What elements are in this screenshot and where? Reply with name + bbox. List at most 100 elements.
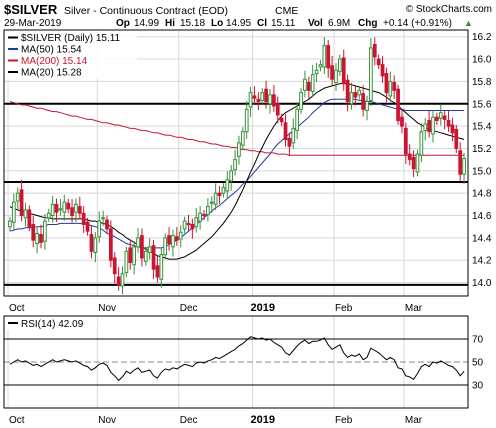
candle xyxy=(357,85,362,100)
ma200-line xyxy=(9,101,465,156)
candle xyxy=(283,114,288,147)
candle-body xyxy=(221,187,226,194)
candle xyxy=(318,60,323,72)
candle xyxy=(388,71,393,102)
candle xyxy=(50,195,55,223)
candle xyxy=(260,88,265,105)
legend-entry: MA(200) 15.14 xyxy=(21,56,88,67)
candle xyxy=(306,76,311,101)
candle-body xyxy=(19,189,24,217)
candle-body xyxy=(458,150,463,175)
candle xyxy=(291,118,296,149)
candle xyxy=(287,132,292,157)
candle-body xyxy=(116,276,121,286)
price-tick-label: 15.0 xyxy=(472,166,492,177)
candle xyxy=(54,198,59,223)
candle xyxy=(322,37,327,75)
candle xyxy=(136,228,140,253)
candle-body xyxy=(361,93,366,110)
legend-background xyxy=(5,31,137,79)
candle-body xyxy=(31,223,36,241)
rsi-axis: 30 50 70 xyxy=(472,335,484,392)
price-x-tick-label: Nov xyxy=(98,303,116,314)
candle xyxy=(209,196,214,214)
candle xyxy=(450,117,455,142)
candle-body xyxy=(151,245,156,270)
rsi-x-axis: Oct Nov Dec 2019 Feb Mar xyxy=(9,414,423,426)
candle xyxy=(217,186,222,204)
price-tick-label: 15.6 xyxy=(472,99,492,110)
price-tick-label: 14.4 xyxy=(472,233,492,244)
candle-body xyxy=(268,94,272,105)
change-label: Chg xyxy=(358,18,377,29)
moving-averages xyxy=(9,83,465,260)
candle-body xyxy=(186,222,191,225)
candle xyxy=(167,227,171,251)
candle-body xyxy=(446,120,451,127)
candle-body xyxy=(349,92,354,105)
ma20-line xyxy=(9,83,465,260)
candle xyxy=(446,110,451,132)
volume-value: 6.9M xyxy=(328,18,350,29)
candle-body xyxy=(23,209,28,219)
price-x-tick-label: 2019 xyxy=(251,302,275,314)
candle-body xyxy=(341,57,346,85)
candle-body xyxy=(50,203,55,217)
candle xyxy=(163,233,168,260)
candle xyxy=(237,135,241,165)
candle xyxy=(23,202,28,227)
high-label: Hi xyxy=(165,18,175,29)
candle-body xyxy=(318,64,323,68)
candle-body xyxy=(143,250,148,262)
price-panel-frame xyxy=(3,29,469,297)
candle-body xyxy=(252,95,257,99)
legend-entry: MA(50) 15.54 xyxy=(21,45,82,56)
candle-body xyxy=(85,221,90,232)
candle xyxy=(438,104,443,126)
change-value: +0.14 (+0.91%) xyxy=(383,18,452,29)
candle xyxy=(310,64,315,98)
rsi-tick-label: 50 xyxy=(472,358,484,369)
candle-body xyxy=(314,69,319,75)
candle-body xyxy=(174,236,179,241)
candle-body xyxy=(229,170,234,182)
candle xyxy=(101,210,105,227)
open-value: 14.99 xyxy=(134,18,159,29)
candle xyxy=(240,127,245,150)
rsi-grid xyxy=(4,316,468,408)
candle xyxy=(39,224,43,249)
candle xyxy=(105,215,109,234)
candle xyxy=(233,149,237,176)
price-tick-label: 16.0 xyxy=(472,55,492,66)
candle-body xyxy=(369,47,373,101)
candle-body xyxy=(105,219,109,230)
candle xyxy=(132,241,137,275)
candle-body xyxy=(217,192,222,196)
rsi-x-tick-label: Feb xyxy=(335,415,353,426)
price-axis: 14.0 14.2 14.4 14.6 14.8 15.0 15.2 15.4 15.6 15.8… xyxy=(472,32,492,289)
candle xyxy=(198,206,202,230)
rsi-x-tick-label: Mar xyxy=(405,415,423,426)
candle xyxy=(365,95,369,121)
candle xyxy=(43,213,47,250)
price-x-tick-label: Feb xyxy=(335,303,353,314)
candle xyxy=(116,267,121,291)
candle-body xyxy=(140,235,144,259)
rsi-tick-label: 30 xyxy=(472,381,484,392)
rsi-x-tick-label: 2019 xyxy=(251,414,275,426)
legend-entry: MA(20) 15.28 xyxy=(21,68,82,79)
candle xyxy=(264,80,268,109)
candle xyxy=(341,49,346,91)
price-tick-label: 15.2 xyxy=(472,144,492,155)
candle xyxy=(19,179,24,222)
candle xyxy=(190,218,195,239)
candle xyxy=(407,144,412,166)
candle-body xyxy=(35,232,39,244)
candle xyxy=(93,232,98,263)
candle xyxy=(403,122,408,164)
candle-body xyxy=(124,250,129,274)
candle-body xyxy=(206,206,210,215)
candle xyxy=(143,246,148,266)
candle xyxy=(462,152,466,185)
candlesticks xyxy=(8,37,466,295)
